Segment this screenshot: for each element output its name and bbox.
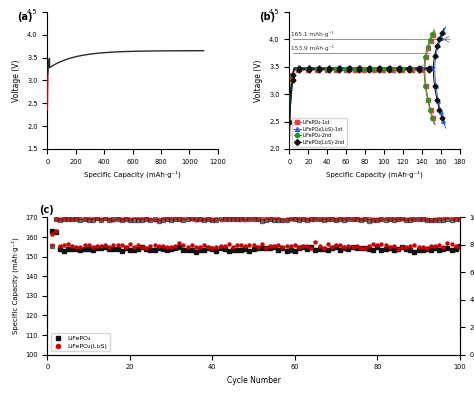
Text: (c): (c)	[39, 205, 54, 215]
X-axis label: Specific Capacity (mAh·g⁻¹): Specific Capacity (mAh·g⁻¹)	[326, 170, 423, 178]
Y-axis label: Voltage (V): Voltage (V)	[12, 59, 21, 102]
Text: (b): (b)	[259, 12, 275, 22]
Legend: LiFePO₄, LiFePO₄(Li₂S): LiFePO₄, LiFePO₄(Li₂S)	[51, 333, 110, 351]
Text: 165.1 mAh·g⁻¹: 165.1 mAh·g⁻¹	[291, 31, 334, 37]
X-axis label: Specific Capacity (mAh·g⁻¹): Specific Capacity (mAh·g⁻¹)	[84, 170, 181, 178]
Legend: LiFePO₄-1st, LiFePO₄(Li₂S)-1st, LiFePO₄-2nd, LiFePO₄(Li₂S)-2nd: LiFePO₄-1st, LiFePO₄(Li₂S)-1st, LiFePO₄-…	[292, 118, 346, 147]
X-axis label: Cycle Number: Cycle Number	[227, 376, 281, 385]
Y-axis label: Specific Capacity (mAh·g⁻¹): Specific Capacity (mAh·g⁻¹)	[12, 238, 19, 335]
Text: 153.9 mAh·g⁻¹: 153.9 mAh·g⁻¹	[291, 45, 334, 51]
Text: (a): (a)	[17, 12, 32, 22]
Y-axis label: Voltage (V): Voltage (V)	[255, 59, 264, 102]
